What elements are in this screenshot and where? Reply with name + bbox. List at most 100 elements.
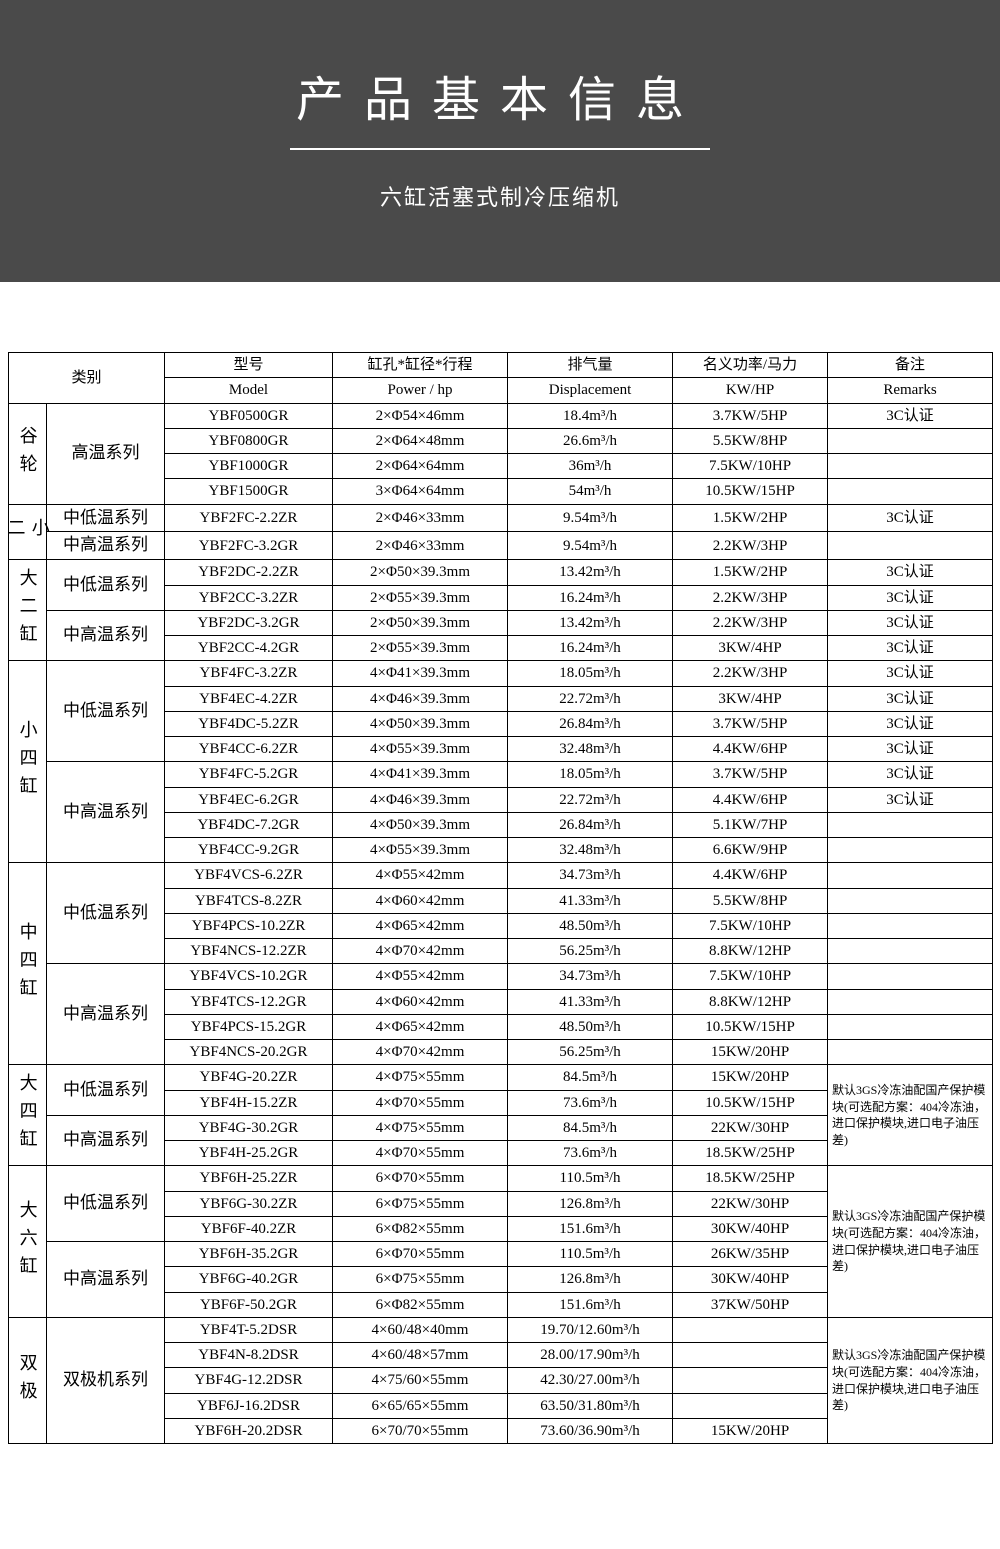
kwhp-cell: 15KW/20HP bbox=[673, 1040, 828, 1065]
displacement-cell: 54m³/h bbox=[508, 479, 673, 504]
model-cell: YBF4PCS-15.2GR bbox=[165, 1014, 333, 1039]
power-cell: 4×Φ75×55mm bbox=[333, 1115, 508, 1140]
kwhp-cell: 2.2KW/3HP bbox=[673, 585, 828, 610]
displacement-cell: 32.48m³/h bbox=[508, 838, 673, 863]
kwhp-cell bbox=[673, 1368, 828, 1393]
displacement-cell: 73.60/36.90m³/h bbox=[508, 1418, 673, 1443]
table-row: 双极双极机系列YBF4T-5.2DSR4×60/48×40mm19.70/12.… bbox=[9, 1317, 993, 1342]
displacement-cell: 34.73m³/h bbox=[508, 964, 673, 989]
series-cell: 中低温系列 bbox=[47, 863, 165, 964]
displacement-cell: 110.5m³/h bbox=[508, 1166, 673, 1191]
power-cell: 4×Φ60×42mm bbox=[333, 888, 508, 913]
model-cell: YBF0500GR bbox=[165, 403, 333, 428]
kwhp-cell: 4.4KW/6HP bbox=[673, 737, 828, 762]
kwhp-cell: 5.1KW/7HP bbox=[673, 812, 828, 837]
power-cell: 6×Φ82×55mm bbox=[333, 1292, 508, 1317]
remark-cell: 3C认证 bbox=[828, 787, 993, 812]
displacement-cell: 84.5m³/h bbox=[508, 1065, 673, 1090]
power-cell: 2×Φ64×48mm bbox=[333, 428, 508, 453]
model-cell: YBF4T-5.2DSR bbox=[165, 1317, 333, 1342]
kwhp-cell: 5.5KW/8HP bbox=[673, 428, 828, 453]
power-cell: 4×Φ70×55mm bbox=[333, 1141, 508, 1166]
model-cell: YBF2FC-2.2ZR bbox=[165, 504, 333, 532]
remark-cell: 默认3GS冷冻油配国产保护模块(可选配方案：404冷冻油，进口保护模块,进口电子… bbox=[828, 1317, 993, 1443]
model-cell: YBF6G-40.2GR bbox=[165, 1267, 333, 1292]
displacement-cell: 9.54m³/h bbox=[508, 504, 673, 532]
kwhp-cell: 7.5KW/10HP bbox=[673, 454, 828, 479]
model-cell: YBF4G-20.2ZR bbox=[165, 1065, 333, 1090]
series-cell: 中低温系列 bbox=[47, 560, 165, 611]
displacement-cell: 18.05m³/h bbox=[508, 762, 673, 787]
category-cell: 小四缸 bbox=[9, 661, 47, 863]
col-head-power-en: Power / hp bbox=[333, 378, 508, 403]
power-cell: 6×Φ70×55mm bbox=[333, 1242, 508, 1267]
model-cell: YBF4TCS-8.2ZR bbox=[165, 888, 333, 913]
kwhp-cell: 37KW/50HP bbox=[673, 1292, 828, 1317]
header-banner: 产品基本信息 六缸活塞式制冷压缩机 bbox=[0, 0, 1000, 282]
displacement-cell: 126.8m³/h bbox=[508, 1267, 673, 1292]
col-head-kwhp-en: KW/HP bbox=[673, 378, 828, 403]
table-row: 大六缸中低温系列YBF6H-25.2ZR6×Φ70×55mm110.5m³/h1… bbox=[9, 1166, 993, 1191]
model-cell: YBF6F-40.2ZR bbox=[165, 1216, 333, 1241]
spec-table-wrap: 类别型号缸孔*缸径*行程排气量名义功率/马力备注ModelPower / hpD… bbox=[0, 282, 1000, 1444]
model-cell: YBF4G-12.2DSR bbox=[165, 1368, 333, 1393]
remark-cell bbox=[828, 812, 993, 837]
displacement-cell: 32.48m³/h bbox=[508, 737, 673, 762]
model-cell: YBF1000GR bbox=[165, 454, 333, 479]
displacement-cell: 13.42m³/h bbox=[508, 610, 673, 635]
col-head-disp-cn: 排气量 bbox=[508, 353, 673, 378]
power-cell: 2×Φ54×46mm bbox=[333, 403, 508, 428]
remark-cell: 默认3GS冷冻油配国产保护模块(可选配方案：404冷冻油，进口保护模块,进口电子… bbox=[828, 1166, 993, 1318]
model-cell: YBF4VCS-6.2ZR bbox=[165, 863, 333, 888]
power-cell: 4×Φ65×42mm bbox=[333, 1014, 508, 1039]
category-cell: 中四缸 bbox=[9, 863, 47, 1065]
displacement-cell: 9.54m³/h bbox=[508, 532, 673, 560]
power-cell: 4×60/48×57mm bbox=[333, 1343, 508, 1368]
power-cell: 4×Φ50×39.3mm bbox=[333, 812, 508, 837]
displacement-cell: 13.42m³/h bbox=[508, 560, 673, 585]
kwhp-cell: 30KW/40HP bbox=[673, 1216, 828, 1241]
model-cell: YBF4VCS-10.2GR bbox=[165, 964, 333, 989]
model-cell: YBF6H-35.2GR bbox=[165, 1242, 333, 1267]
power-cell: 4×Φ70×42mm bbox=[333, 939, 508, 964]
power-cell: 4×Φ46×39.3mm bbox=[333, 686, 508, 711]
displacement-cell: 26.84m³/h bbox=[508, 711, 673, 736]
series-cell: 中高温系列 bbox=[47, 1242, 165, 1318]
remark-cell bbox=[828, 913, 993, 938]
remark-cell bbox=[828, 1040, 993, 1065]
power-cell: 4×Φ46×39.3mm bbox=[333, 787, 508, 812]
power-cell: 2×Φ50×39.3mm bbox=[333, 560, 508, 585]
remark-cell: 3C认证 bbox=[828, 762, 993, 787]
power-cell: 4×Φ55×42mm bbox=[333, 863, 508, 888]
kwhp-cell: 4.4KW/6HP bbox=[673, 787, 828, 812]
displacement-cell: 28.00/17.90m³/h bbox=[508, 1343, 673, 1368]
kwhp-cell: 30KW/40HP bbox=[673, 1267, 828, 1292]
series-cell: 中低温系列 bbox=[47, 504, 165, 532]
displacement-cell: 84.5m³/h bbox=[508, 1115, 673, 1140]
series-cell: 高温系列 bbox=[47, 403, 165, 504]
kwhp-cell: 3.7KW/5HP bbox=[673, 762, 828, 787]
kwhp-cell: 10.5KW/15HP bbox=[673, 1014, 828, 1039]
kwhp-cell: 1.5KW/2HP bbox=[673, 504, 828, 532]
kwhp-cell: 18.5KW/25HP bbox=[673, 1141, 828, 1166]
displacement-cell: 18.05m³/h bbox=[508, 661, 673, 686]
displacement-cell: 41.33m³/h bbox=[508, 888, 673, 913]
displacement-cell: 73.6m³/h bbox=[508, 1141, 673, 1166]
model-cell: YBF4DC-7.2GR bbox=[165, 812, 333, 837]
model-cell: YBF4H-15.2ZR bbox=[165, 1090, 333, 1115]
displacement-cell: 18.4m³/h bbox=[508, 403, 673, 428]
power-cell: 6×Φ70×55mm bbox=[333, 1166, 508, 1191]
series-cell: 中高温系列 bbox=[47, 532, 165, 560]
displacement-cell: 34.73m³/h bbox=[508, 863, 673, 888]
col-head-category: 类别 bbox=[9, 353, 165, 404]
category-cell: 大六缸 bbox=[9, 1166, 47, 1318]
table-row: 小二中低温系列YBF2FC-2.2ZR2×Φ46×33mm9.54m³/h1.5… bbox=[9, 504, 993, 532]
col-head-power-cn: 缸孔*缸径*行程 bbox=[333, 353, 508, 378]
kwhp-cell: 5.5KW/8HP bbox=[673, 888, 828, 913]
category-cell: 大二缸 bbox=[9, 560, 47, 661]
model-cell: YBF6J-16.2DSR bbox=[165, 1393, 333, 1418]
remark-cell: 3C认证 bbox=[828, 711, 993, 736]
power-cell: 4×60/48×40mm bbox=[333, 1317, 508, 1342]
series-cell: 中低温系列 bbox=[47, 1065, 165, 1116]
displacement-cell: 41.33m³/h bbox=[508, 989, 673, 1014]
